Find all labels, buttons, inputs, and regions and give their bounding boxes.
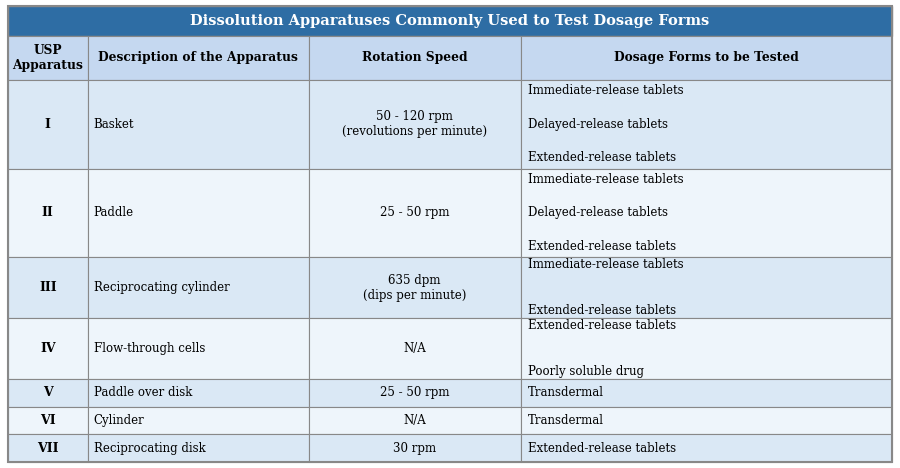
Text: Transdermal: Transdermal (527, 414, 604, 427)
Text: Delayed-release tablets: Delayed-release tablets (527, 206, 668, 219)
Bar (521, 407, 892, 434)
Bar (87, 80, 309, 168)
Text: Extended-release tablets: Extended-release tablets (527, 304, 676, 317)
Bar (309, 80, 521, 168)
Bar (87, 257, 309, 318)
Text: V: V (43, 386, 53, 399)
Text: Rotation Speed: Rotation Speed (362, 51, 467, 65)
Bar (87, 407, 309, 434)
Text: N/A: N/A (403, 414, 426, 427)
Text: Paddle: Paddle (94, 206, 134, 219)
Bar (521, 80, 892, 168)
Text: USP
Apparatus: USP Apparatus (13, 44, 83, 72)
Text: Extended-release tablets: Extended-release tablets (527, 319, 676, 332)
Bar (8, 407, 87, 434)
Text: 50 - 120 rpm
(revolutions per minute): 50 - 120 rpm (revolutions per minute) (342, 110, 487, 138)
Bar (8, 257, 87, 318)
Bar (8, 434, 87, 462)
Text: Dosage Forms to be Tested: Dosage Forms to be Tested (614, 51, 799, 65)
Text: Immediate-release tablets: Immediate-release tablets (527, 258, 683, 271)
Text: Extended-release tablets: Extended-release tablets (527, 442, 676, 454)
Bar (521, 379, 892, 407)
Text: Basket: Basket (94, 118, 134, 131)
Text: Description of the Apparatus: Description of the Apparatus (98, 51, 298, 65)
Bar (521, 318, 892, 379)
Bar (8, 80, 87, 168)
Bar (309, 168, 521, 257)
Text: Poorly soluble drug: Poorly soluble drug (527, 365, 644, 378)
Text: Paddle over disk: Paddle over disk (94, 386, 192, 399)
Text: 30 rpm: 30 rpm (393, 442, 436, 454)
Bar (309, 434, 521, 462)
Bar (87, 379, 309, 407)
Bar (8, 318, 87, 379)
Bar (309, 379, 521, 407)
Bar (521, 168, 892, 257)
Bar (87, 36, 309, 80)
Text: Reciprocating cylinder: Reciprocating cylinder (94, 281, 230, 294)
Bar (309, 407, 521, 434)
Bar (309, 257, 521, 318)
Text: IV: IV (40, 342, 56, 355)
Text: Transdermal: Transdermal (527, 386, 604, 399)
Text: Flow-through cells: Flow-through cells (94, 342, 205, 355)
Bar (87, 168, 309, 257)
Bar (521, 36, 892, 80)
Bar (309, 36, 521, 80)
Bar (8, 36, 87, 80)
Text: 25 - 50 rpm: 25 - 50 rpm (380, 386, 449, 399)
Text: Immediate-release tablets: Immediate-release tablets (527, 173, 683, 186)
Text: I: I (45, 118, 50, 131)
Bar (8, 379, 87, 407)
Text: II: II (42, 206, 54, 219)
Text: 25 - 50 rpm: 25 - 50 rpm (380, 206, 449, 219)
Text: Immediate-release tablets: Immediate-release tablets (527, 84, 683, 97)
Bar (87, 434, 309, 462)
Bar (87, 318, 309, 379)
Text: Dissolution Apparatuses Commonly Used to Test Dosage Forms: Dissolution Apparatuses Commonly Used to… (191, 14, 709, 28)
Bar (8, 168, 87, 257)
Text: N/A: N/A (403, 342, 426, 355)
Text: VII: VII (37, 442, 58, 454)
Text: Cylinder: Cylinder (94, 414, 144, 427)
Text: Delayed-release tablets: Delayed-release tablets (527, 118, 668, 131)
Bar (521, 434, 892, 462)
Text: Reciprocating disk: Reciprocating disk (94, 442, 205, 454)
Bar (309, 318, 521, 379)
Text: III: III (39, 281, 57, 294)
Text: 635 dpm
(dips per minute): 635 dpm (dips per minute) (363, 274, 466, 301)
Bar (8, 6, 892, 36)
Text: Extended-release tablets: Extended-release tablets (527, 152, 676, 164)
Text: VI: VI (40, 414, 56, 427)
Text: Extended-release tablets: Extended-release tablets (527, 240, 676, 253)
Bar (521, 257, 892, 318)
